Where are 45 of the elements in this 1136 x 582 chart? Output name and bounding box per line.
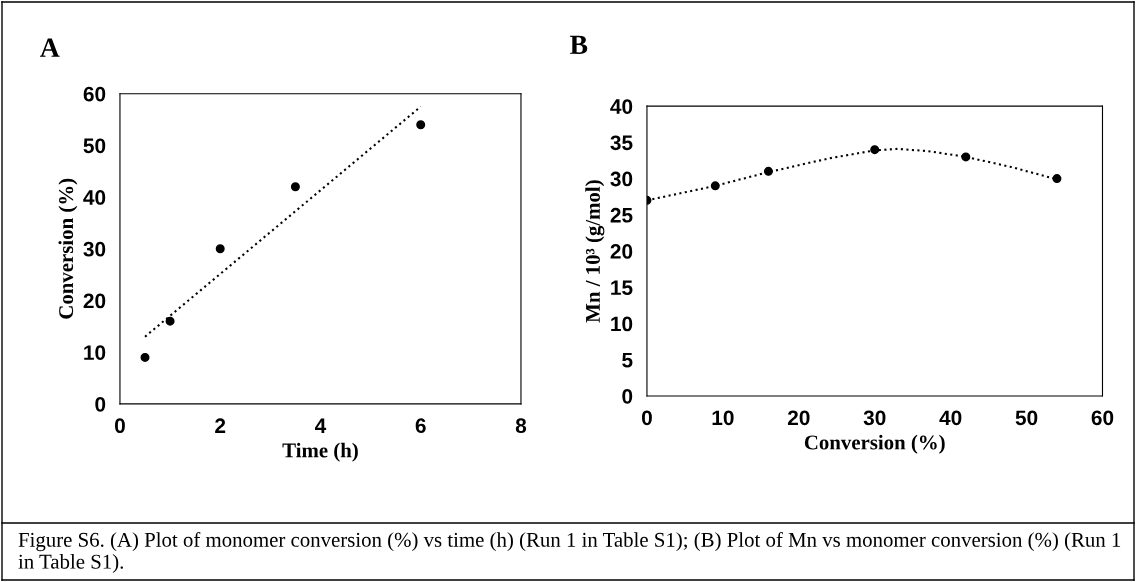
x-tick-label: 50	[1015, 410, 1038, 426]
y-axis-title: Mn / 10³ (g/mol)	[585, 180, 605, 323]
y-tick-label: 35	[610, 135, 633, 151]
point	[710, 181, 720, 191]
y-tick-label: 5	[622, 352, 633, 368]
x-tick-label: 60	[1091, 410, 1114, 426]
x-tick-label: 2	[215, 418, 226, 433]
x-tick-label: 0	[641, 410, 652, 426]
caption: Figure S6. (A) Plot of monomer conversion (%) vs time (h) (Run 1 in Table S1); (B) Plot of Mn vs monomer conversion (%) (Run 1 in Table S1).	[18, 532, 1121, 573]
x-tick-label: 10	[712, 410, 734, 426]
x-tick-label: 30	[863, 410, 886, 426]
y-tick-label: 60	[83, 86, 106, 102]
y-tick-label: 25	[610, 207, 633, 223]
y-tick-label: 50	[83, 138, 106, 154]
point	[165, 316, 175, 326]
y-tick-label: 30	[83, 241, 106, 257]
x-tick-label: 40	[939, 410, 962, 426]
x-axis-title: Time (h)	[282, 442, 358, 462]
chart-title: A	[40, 38, 60, 57]
y-tick-label: 10	[611, 316, 633, 332]
x-tick-label: 8	[515, 418, 527, 434]
x-tick-label: 0	[114, 418, 125, 434]
x-tick-label: 20	[787, 410, 810, 426]
point	[763, 166, 773, 176]
point	[870, 145, 880, 155]
point	[416, 120, 426, 130]
y-axis-title: Conversion (%)	[58, 178, 78, 319]
y-tick-label: 20	[610, 244, 633, 259]
point	[290, 182, 300, 192]
y-tick-label: 0	[622, 388, 633, 404]
y-tick-label: 10	[84, 345, 106, 360]
x-axis-title: Conversion (%)	[804, 434, 945, 454]
point	[215, 244, 225, 254]
y-tick-label: 20	[83, 293, 106, 309]
x-tick-label: 6	[415, 418, 426, 434]
point	[961, 152, 971, 162]
y-tick-label: 40	[83, 190, 106, 205]
y-tick-label: 0	[95, 396, 106, 412]
y-tick-label: 40	[610, 99, 633, 114]
y-tick-label: 30	[610, 171, 633, 187]
point	[140, 352, 150, 362]
x-tick-label: 4	[314, 418, 327, 433]
chart-title: B	[569, 35, 588, 54]
y-tick-label: 15	[611, 280, 633, 296]
point	[1052, 174, 1062, 184]
